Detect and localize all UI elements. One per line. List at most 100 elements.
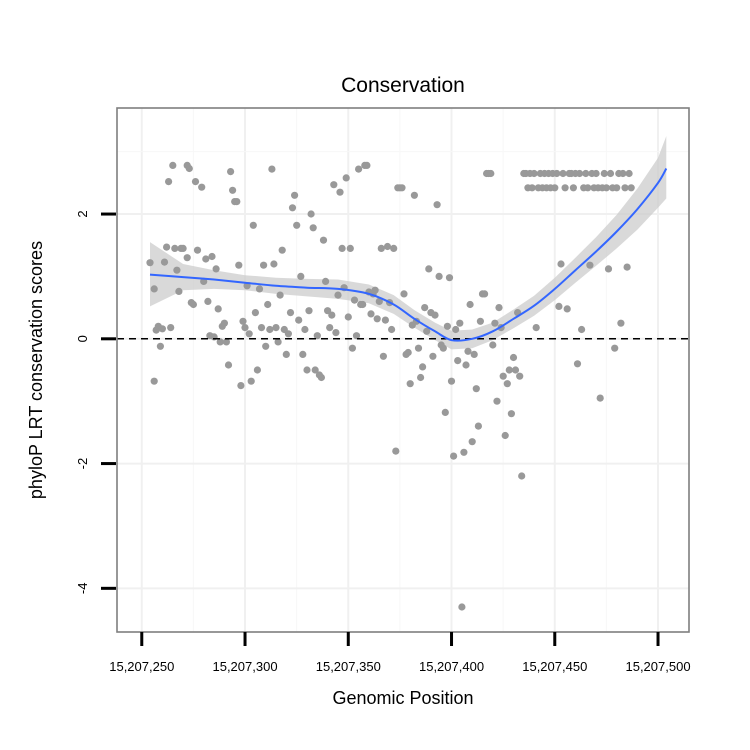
data-point	[212, 265, 220, 273]
data-point	[474, 422, 482, 430]
data-point	[342, 174, 350, 182]
data-point	[278, 246, 286, 254]
data-point	[266, 325, 274, 334]
data-point	[470, 350, 478, 358]
data-point	[592, 169, 600, 178]
data-point	[491, 319, 499, 327]
data-point	[462, 361, 470, 369]
data-point	[381, 316, 389, 324]
data-point	[600, 169, 608, 178]
data-point	[336, 188, 344, 196]
data-point	[511, 366, 520, 374]
data-point	[627, 184, 635, 192]
data-point	[307, 210, 315, 218]
data-point	[553, 169, 561, 178]
data-point	[375, 297, 383, 305]
y-tick-label: 2	[75, 210, 90, 217]
data-point	[150, 377, 158, 385]
data-point	[421, 304, 429, 312]
data-point	[392, 447, 400, 455]
data-point	[377, 244, 385, 252]
data-point	[596, 394, 604, 402]
data-point	[613, 184, 621, 192]
data-point	[379, 352, 387, 360]
data-point	[606, 169, 615, 178]
data-point	[208, 252, 216, 261]
data-point	[602, 184, 611, 192]
data-point	[322, 277, 330, 285]
data-point	[569, 184, 578, 192]
data-point	[532, 324, 540, 332]
data-point	[466, 300, 474, 309]
y-axis-label: phyloP LRT conservation scores	[26, 241, 46, 499]
data-point	[167, 324, 175, 332]
data-point	[216, 338, 224, 346]
data-point	[189, 300, 197, 309]
data-point	[501, 431, 509, 440]
data-point	[303, 366, 311, 374]
data-point	[367, 310, 375, 318]
data-point	[169, 161, 177, 169]
data-point	[264, 300, 272, 309]
panel-border	[116, 107, 690, 633]
data-point	[400, 290, 408, 298]
data-point	[165, 178, 173, 186]
data-point	[447, 377, 456, 385]
data-point	[561, 184, 569, 192]
data-point	[584, 184, 592, 192]
data-point	[272, 324, 280, 332]
data-point	[247, 377, 255, 385]
data-point	[623, 263, 631, 271]
data-point	[224, 361, 233, 369]
data-point	[464, 347, 472, 355]
data-point	[573, 360, 582, 368]
data-point	[472, 385, 480, 393]
data-point	[586, 261, 594, 269]
data-point	[505, 366, 513, 374]
confidence-band-layer	[150, 136, 667, 350]
x-axis-label: Genomic Position	[332, 688, 473, 708]
smooth-line	[149, 167, 668, 342]
smooth-line-layer	[149, 167, 668, 342]
data-point	[503, 380, 511, 388]
x-tick-label: 15,207,300	[212, 659, 277, 674]
data-point	[268, 165, 276, 173]
data-point	[297, 272, 305, 280]
data-point	[611, 344, 619, 352]
data-point	[305, 307, 313, 315]
x-tick-label: 15,207,250	[109, 659, 174, 674]
data-point	[239, 317, 247, 325]
data-point	[388, 325, 396, 334]
data-point	[241, 324, 249, 332]
data-point	[317, 373, 325, 382]
data-point	[163, 243, 171, 251]
data-point	[332, 329, 340, 337]
data-point	[214, 305, 222, 313]
data-point	[257, 324, 266, 332]
data-point	[185, 164, 193, 173]
data-point	[460, 448, 468, 456]
data-point	[171, 244, 179, 252]
data-point	[495, 304, 503, 312]
data-point	[617, 319, 625, 327]
data-point	[204, 297, 212, 305]
data-point	[255, 285, 264, 293]
data-point	[299, 350, 307, 358]
data-point	[456, 319, 464, 327]
data-point	[528, 184, 536, 192]
data-point	[175, 287, 183, 295]
data-point	[406, 380, 414, 388]
data-point	[160, 258, 169, 266]
data-point	[450, 452, 458, 460]
data-point	[156, 342, 164, 350]
data-point	[260, 261, 268, 269]
data-point	[454, 357, 462, 365]
data-point	[458, 603, 466, 611]
data-point	[295, 316, 303, 324]
data-point	[551, 184, 559, 192]
data-point	[476, 317, 484, 325]
data-point	[251, 309, 259, 317]
data-point	[516, 372, 524, 380]
data-point	[309, 224, 317, 232]
chart-title: Conservation	[341, 74, 465, 97]
